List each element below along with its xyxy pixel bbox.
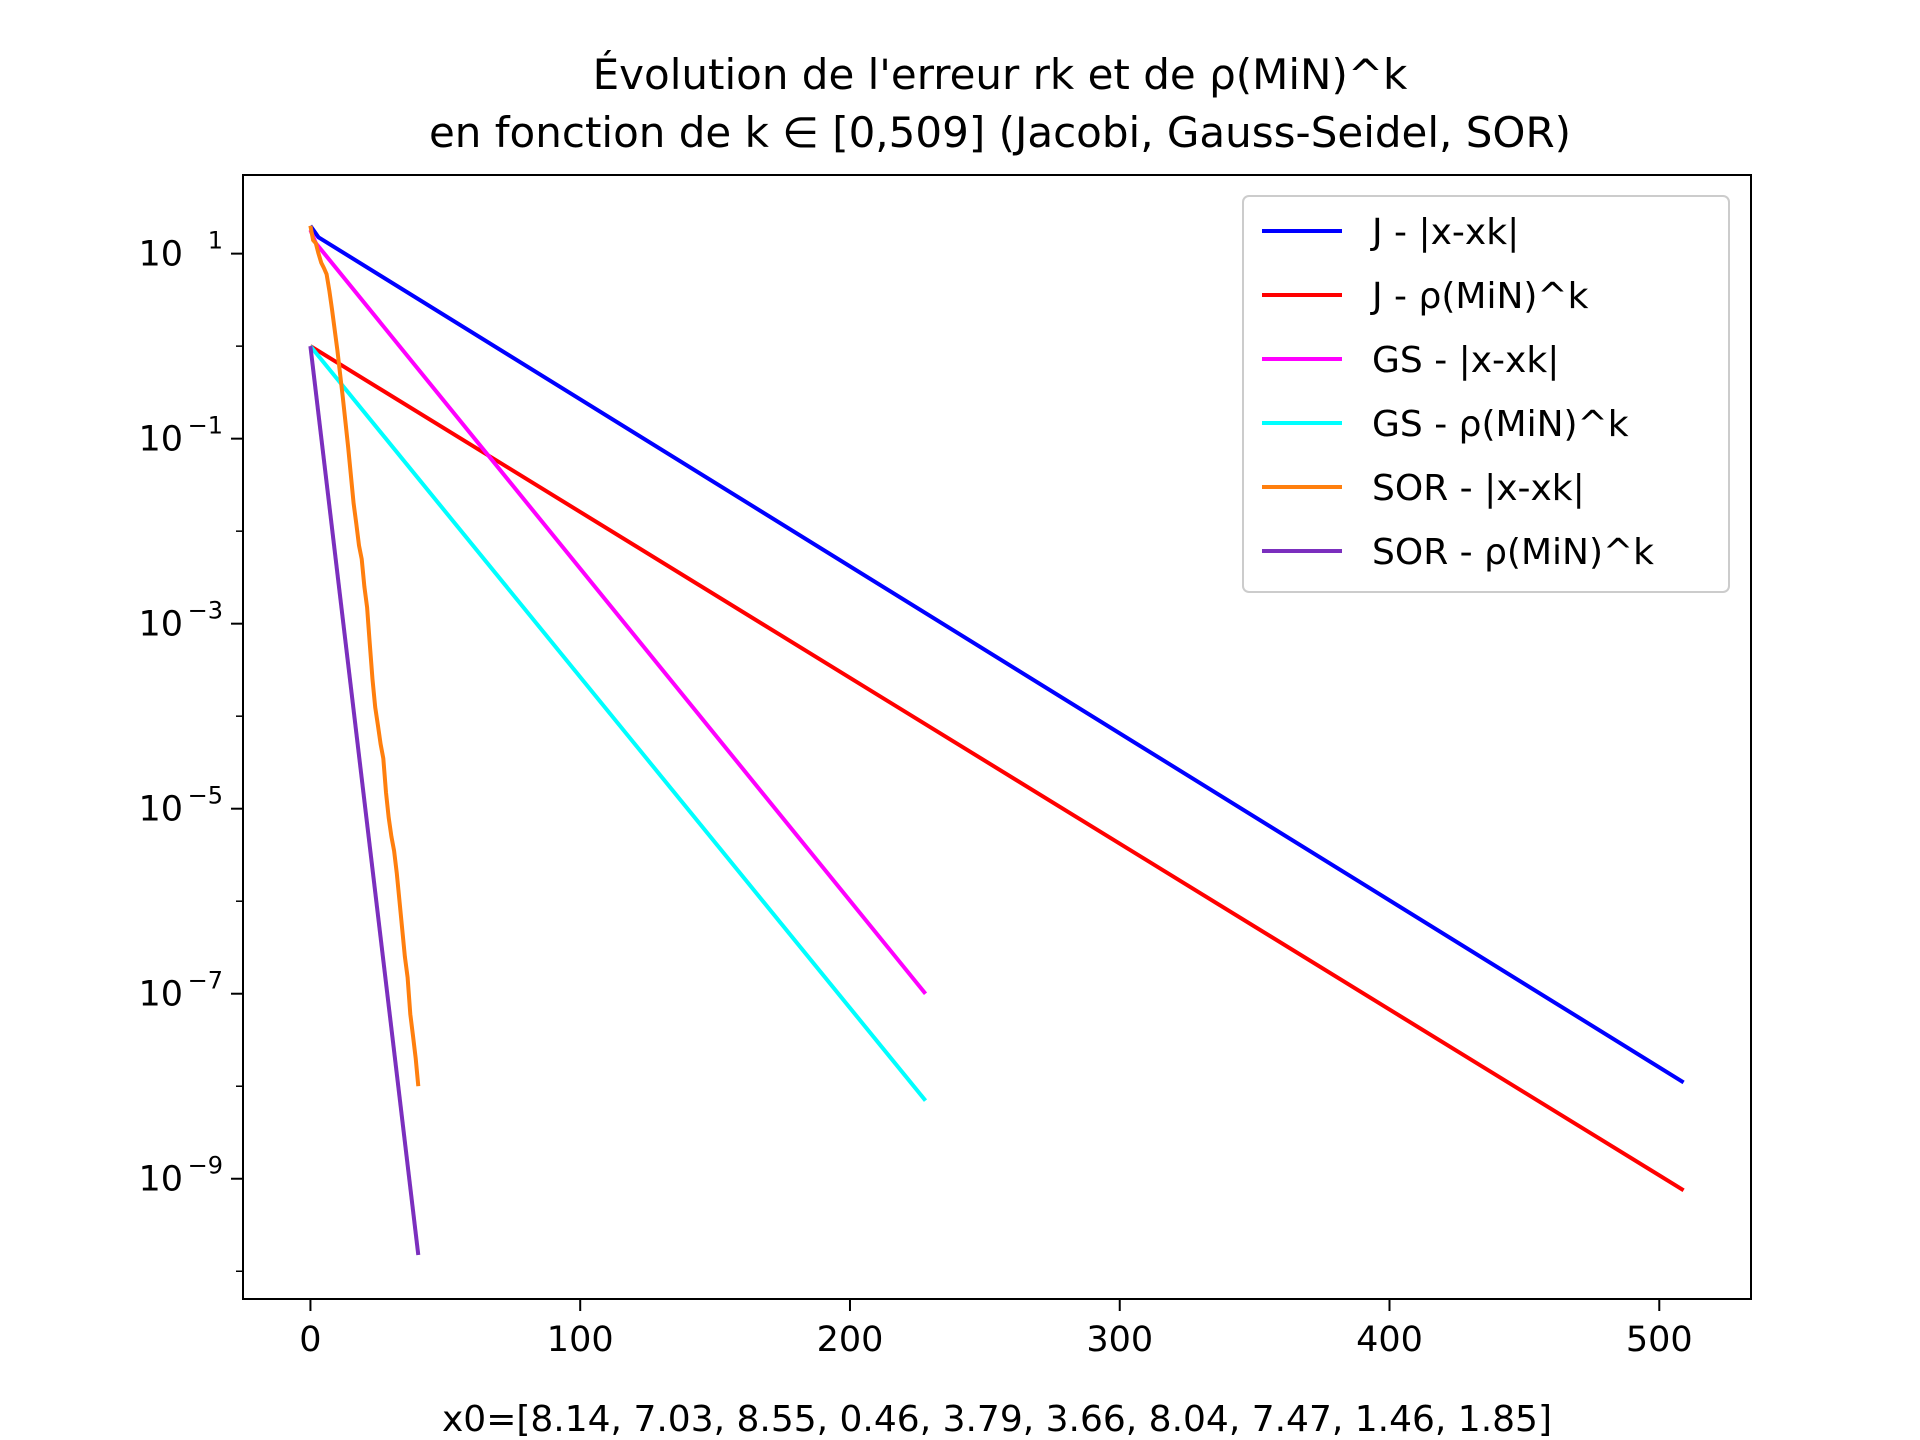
y-tick-exponent: −9 [188,1152,223,1180]
y-tick-label: 10 [138,790,183,830]
legend-label: SOR - ρ(MiN)^k [1372,532,1654,573]
y-tick-exponent: −5 [188,782,223,810]
chart-title-line2: en fonction de k ∈ [0,509] (Jacobi, Gaus… [429,108,1571,157]
x-axis: 0 100 200 300 400 500 [299,1299,1693,1360]
series-line-4 [308,344,928,1102]
y-tick-exponent: −7 [188,967,223,995]
y-tick-exponent: −3 [188,597,223,625]
x-tick-label: 100 [547,1320,614,1360]
series-line-5 [308,225,421,1087]
legend: J - |x-xk| J - ρ(MiN)^k GS - |x-xk| GS - ρ(… [1242,195,1730,593]
legend-box [1242,195,1730,593]
series-line-2 [309,344,1685,1193]
y-tick-label: 10 [138,420,183,460]
x-tick-label: 500 [1626,1320,1693,1360]
plot-area-frame [242,174,1752,1300]
legend-label: GS - |x-xk| [1372,340,1559,381]
x-tick-label: 300 [1086,1320,1153,1360]
x-tick-label: 0 [299,1320,321,1360]
y-tick-exponent: −1 [188,412,223,440]
x-axis-label: x0=[8.14, 7.03, 8.55, 0.46, 3.79, 3.66, … [442,1399,1552,1440]
x-tick-label: 400 [1356,1320,1423,1360]
y-tick-label: 10 [138,1160,183,1200]
y-tick-label: 10 [138,975,183,1015]
y-tick-label: 10 [138,605,183,645]
x-tick-label: 200 [817,1320,884,1360]
y-tick-label: 10 [138,235,183,275]
series-line-3 [308,229,928,995]
legend-label: J - ρ(MiN)^k [1370,276,1589,317]
chart-title-line1: Évolution de l'erreur rk et de ρ(MiN)^k [593,49,1408,99]
y-tick-exponent: 1 [208,227,223,255]
series-layer [308,224,1685,1256]
legend-label: J - |x-xk| [1370,212,1519,253]
legend-label: GS - ρ(MiN)^k [1372,404,1629,445]
series-line-6 [308,345,421,1256]
legend-label: SOR - |x-xk| [1372,468,1585,509]
